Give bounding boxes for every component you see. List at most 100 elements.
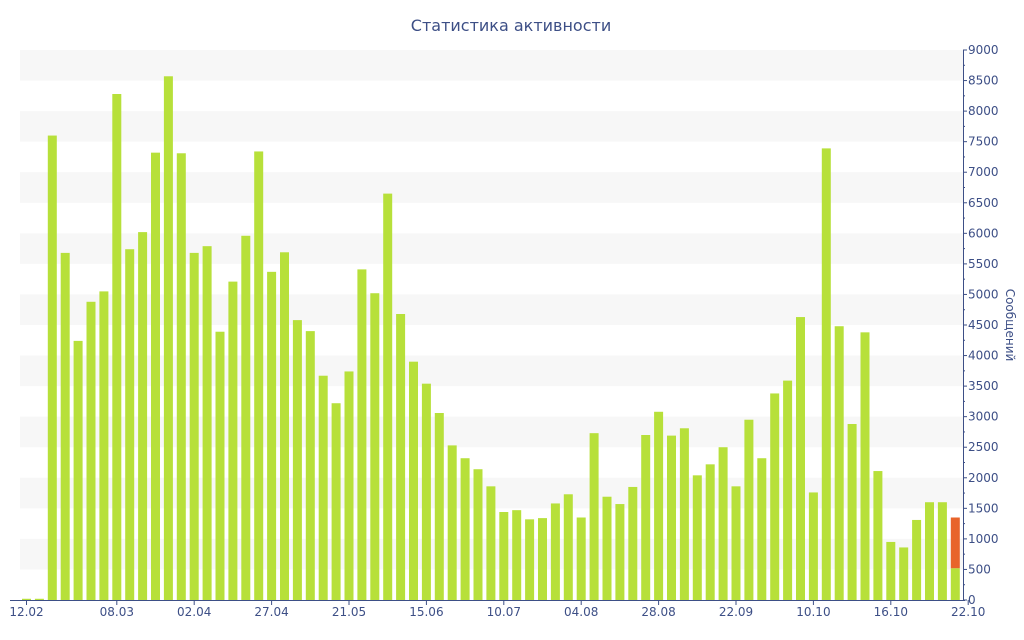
bar[interactable] [808,492,818,600]
y-tick-label: 4000 [968,349,999,363]
bar[interactable] [434,413,444,600]
bar[interactable] [60,252,70,600]
x-tick-label: 10.07 [487,605,521,619]
axes: 0 500 1000 1500 2000 2500 3000 3500 4000 4500 5000… [9,43,998,619]
bar[interactable] [125,249,135,600]
bar[interactable] [460,458,470,600]
bar[interactable] [292,320,302,600]
y-tick-label: 500 [968,562,991,576]
bar[interactable] [589,433,599,600]
bar[interactable] [744,419,754,600]
bar[interactable] [202,246,212,600]
bar[interactable] [228,281,238,600]
bar[interactable] [679,428,689,600]
bar[interactable] [318,375,328,600]
bar[interactable] [305,331,315,600]
bar-highlight[interactable] [950,517,960,569]
bar[interactable] [628,486,638,600]
grid-band [20,172,963,203]
bar[interactable] [731,486,741,600]
bar[interactable] [47,135,57,601]
x-tick-label: 22.10 [951,605,985,619]
bar[interactable] [34,598,44,600]
bar[interactable] [757,458,767,600]
y-tick-label: 0 [968,593,976,607]
y-tick-label: 4500 [968,318,999,332]
bar[interactable] [925,502,934,600]
bar[interactable] [176,153,186,600]
bar[interactable] [254,151,264,600]
bar[interactable] [99,291,109,600]
bar[interactable] [112,94,122,600]
y-tick-label: 5000 [968,287,999,301]
bar[interactable] [770,393,780,600]
bar[interactable] [370,293,380,600]
bar[interactable] [563,494,573,600]
bar[interactable] [86,301,96,600]
y-tick-label: 5500 [968,257,999,271]
x-tick-label: 02.04 [177,605,211,619]
bar[interactable] [447,445,457,600]
bar[interactable] [847,424,857,600]
x-tick-label: 21.05 [332,605,366,619]
bar[interactable] [357,269,367,600]
bar[interactable] [421,383,431,600]
bar[interactable] [873,471,883,600]
bar[interactable] [667,435,676,600]
bar[interactable] [344,371,354,600]
bar[interactable] [705,464,715,600]
bar[interactable] [860,332,870,600]
bar[interactable] [73,340,83,600]
bar[interactable] [396,314,406,600]
bar[interactable] [383,193,393,600]
bar[interactable] [821,148,831,600]
bar[interactable] [796,317,805,600]
bar[interactable] [241,235,251,600]
bar[interactable] [576,517,586,601]
bar[interactable] [602,496,612,600]
bar[interactable] [550,503,560,600]
bar[interactable] [783,380,793,600]
bar[interactable] [22,598,31,600]
bar[interactable] [215,331,225,600]
x-tick-label: 15.06 [409,605,443,619]
bar[interactable] [899,547,909,600]
bar[interactable] [280,252,289,600]
bar[interactable] [525,519,535,600]
bar[interactable] [151,152,160,600]
bar[interactable] [654,411,664,600]
bar[interactable] [692,475,702,600]
bar[interactable] [615,504,625,600]
y-tick-label: 3500 [968,379,999,393]
x-tick-label: 10.10 [796,605,830,619]
bar[interactable] [473,469,483,600]
bar[interactable] [486,486,496,600]
x-tick-label: 22.09 [719,605,753,619]
bar[interactable] [912,519,922,600]
bar[interactable] [267,271,277,600]
bar[interactable] [163,76,173,601]
grid-band [20,233,963,264]
y-tick-label: 6000 [968,226,999,240]
bars [22,76,960,601]
y-tick-label: 7000 [968,165,999,179]
bar[interactable] [512,510,522,600]
bar[interactable] [886,541,896,600]
bar[interactable] [937,502,947,600]
bar[interactable] [409,361,418,600]
bar[interactable] [641,435,651,600]
chart-title: Статистика активности [411,16,611,35]
bar[interactable] [331,403,341,600]
bar[interactable] [189,252,199,600]
bar[interactable] [499,512,509,600]
x-tick-label: 04.08 [564,605,598,619]
grid-band [20,294,963,325]
bar[interactable] [138,232,148,600]
x-tick-label: 08.03 [100,605,134,619]
bar[interactable] [538,518,547,600]
bar[interactable] [718,447,728,600]
bar[interactable] [834,326,844,600]
bar[interactable] [950,568,960,600]
